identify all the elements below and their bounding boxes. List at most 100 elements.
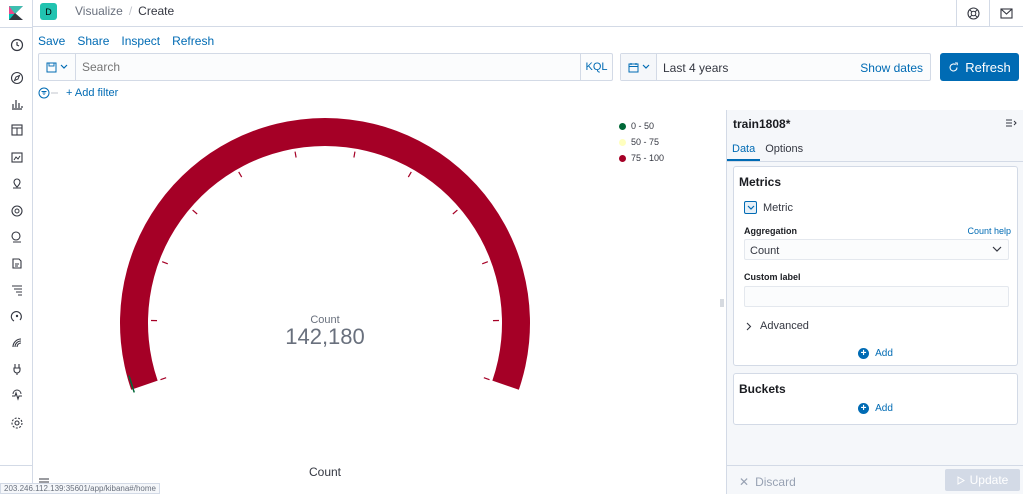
aggregation-select[interactable]: Count [744,239,1009,260]
date-picker: Last 4 years Show dates [620,53,931,81]
newsfeed-button[interactable] [989,0,1022,27]
advanced-toggle[interactable]: Advanced [746,320,809,332]
update-button[interactable]: Update [945,469,1020,491]
legend-item[interactable]: 75 - 100 [619,150,664,166]
dev-tools-icon[interactable] [9,361,24,376]
refresh-link[interactable]: Refresh [172,34,215,48]
gauge-tick [238,171,243,178]
inspect-link[interactable]: Inspect [121,34,161,48]
quick-select-button[interactable] [621,54,657,80]
buckets-title: Buckets [739,382,786,396]
panel-resize-handle[interactable] [720,298,724,308]
save-icon [46,62,57,72]
legend-swatch [619,154,626,162]
top-nav-menu: Save Share Inspect Refresh [38,34,214,48]
management-icon[interactable] [9,415,24,430]
breadcrumb-create: Create [138,4,175,18]
visualization-panel: 0 - 50 50 - 75 75 - 100 Count 142,180 Co… [33,110,720,494]
gauge-tick [192,209,198,215]
aggregation-value: Count [750,245,780,257]
dashboard-icon[interactable] [9,122,24,137]
metric-accordion-toggle[interactable]: Metric [744,201,793,214]
search-input[interactable] [82,60,532,74]
kibana-logo-icon[interactable] [8,5,24,21]
visualize-icon[interactable] [9,96,24,111]
gauge-legend: 0 - 50 50 - 75 75 - 100 [619,118,664,166]
discard-label: Discard [755,475,796,489]
refresh-icon [949,61,958,72]
chevron-down-icon [642,64,649,69]
legend-label: 0 - 50 [631,121,655,131]
gauge-value: 142,180 [285,324,365,349]
gauge-tick [294,151,297,158]
metrics-title: Metrics [739,175,782,189]
add-filter-button[interactable]: + Add filter [66,87,119,99]
legend-label: 75 - 100 [631,153,665,163]
chevron-down-icon [744,201,757,214]
add-bucket-button[interactable]: + Add [734,403,1017,414]
legend-item[interactable]: 50 - 75 [619,134,664,150]
custom-label-input[interactable] [744,286,1009,307]
tab-data[interactable]: Data [727,140,761,161]
update-label: Update [969,473,1009,487]
siem-icon[interactable] [9,335,24,350]
saved-query-button[interactable] [39,54,76,80]
refresh-button[interactable]: Refresh [940,53,1019,81]
maps-icon[interactable] [9,176,24,191]
drag-handle-icon [720,299,724,307]
help-icon [966,7,980,20]
show-dates-link[interactable]: Show dates [860,61,923,75]
infrastructure-icon[interactable] [9,229,24,244]
count-help-link[interactable]: Count help [967,226,1011,236]
gauge-caption: Count [308,465,342,479]
space-avatar[interactable]: D [40,3,57,20]
plus-circle-icon: + [858,348,870,359]
status-url: 203.246.112.139:35601/app/kibana#/home [0,483,160,494]
gauge-tick [161,261,168,265]
add-metric-label: Add [875,348,893,359]
sidebar-tabs: Data Options [727,140,1023,162]
gauge-start-marker [128,375,135,393]
kql-toggle-button[interactable]: KQL [580,54,612,80]
nav-separator [0,27,33,28]
plus-circle-icon: + [858,403,870,414]
add-metric-button[interactable]: + Add [734,348,1017,359]
help-button[interactable] [956,0,989,27]
filter-options-icon[interactable] [38,87,60,99]
ml-icon[interactable] [9,203,24,218]
legend-swatch [619,138,626,146]
gauge-tick [483,377,490,381]
uptime-icon[interactable] [9,309,24,324]
gauge-tick [452,209,458,215]
breadcrumb-separator: / [128,4,133,18]
canvas-icon[interactable] [9,149,24,164]
tab-options[interactable]: Options [765,143,804,155]
time-range-label[interactable]: Last 4 years [663,61,729,75]
clock-icon[interactable] [9,37,24,52]
gauge-tick [407,171,412,178]
discard-button[interactable]: ✕ Discard [739,475,796,489]
gauge-metric-label: Count [310,314,340,326]
monitoring-icon[interactable] [9,388,24,403]
metrics-panel: Metrics Metric Aggregation Count help Co… [733,166,1018,366]
custom-label-label: Custom label [744,272,801,282]
index-pattern-title: train1808* [733,117,791,131]
discover-icon[interactable] [9,70,24,85]
filter-bar: + Add filter [38,86,118,100]
breadcrumb-visualize[interactable]: Visualize [75,4,123,18]
nav-bottom-separator [0,465,33,466]
legend-item[interactable]: 0 - 50 [619,118,664,134]
query-bar: KQL [38,53,613,81]
play-icon [957,475,965,485]
save-link[interactable]: Save [38,34,66,48]
gauge-chart [119,118,530,393]
legend-label: 50 - 75 [631,137,660,147]
apm-icon[interactable] [9,282,24,297]
calendar-icon [628,62,638,72]
top-header: D Visualize / Create [33,0,1023,27]
collapse-sidebar-icon[interactable] [1005,118,1017,128]
close-icon: ✕ [739,475,750,489]
left-nav [0,0,33,494]
logs-icon[interactable] [9,255,24,270]
share-link[interactable]: Share [77,34,110,48]
